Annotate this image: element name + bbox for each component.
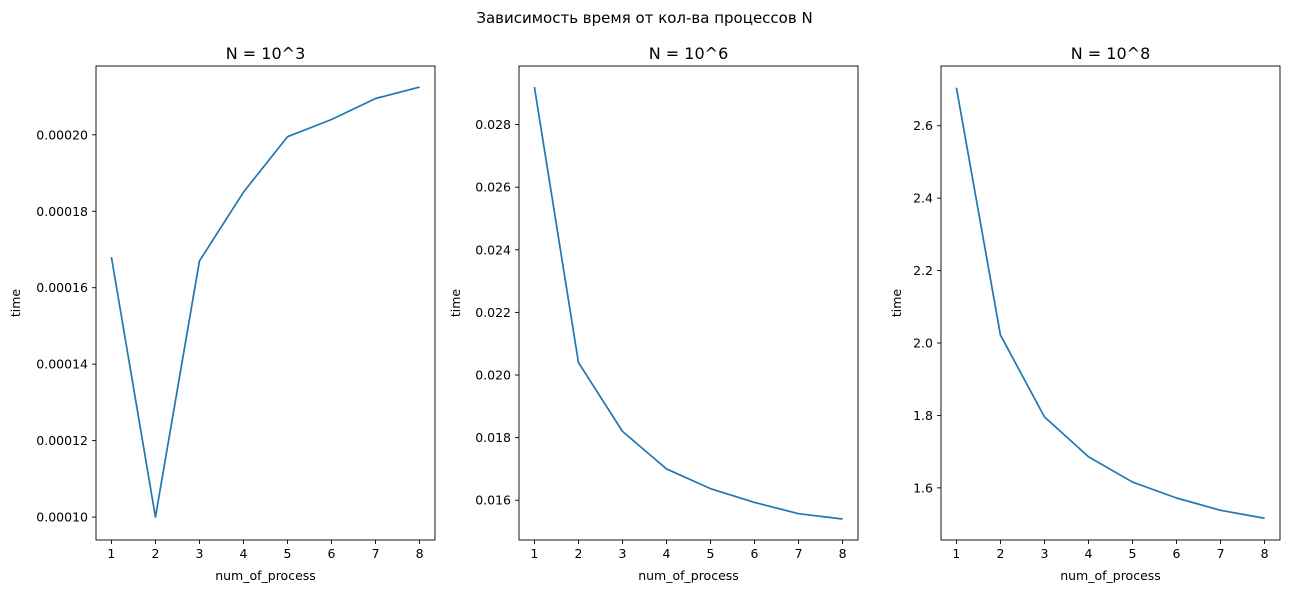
y-tick-label: 0.00012 — [36, 433, 88, 448]
y-axis-label: time — [8, 289, 23, 318]
x-tick-label: 4 — [240, 546, 248, 561]
y-tick-label: 0.00020 — [36, 127, 88, 142]
series-line — [110, 86, 420, 518]
x-tick-label: 6 — [751, 546, 759, 561]
x-tick-label: 8 — [839, 546, 847, 561]
y-axis-label: time — [448, 289, 463, 318]
y-axis-label: time — [889, 289, 904, 318]
x-tick-label: 1 — [107, 546, 115, 561]
subplot-1: N = 10^3 1 2 3 4 5 6 7 8 0.00010 0.00012 0.00014 0.0… — [8, 44, 436, 583]
x-tick-label: 2 — [996, 546, 1004, 561]
y-tick-label: 0.00018 — [36, 204, 88, 219]
x-tick-label: 6 — [328, 546, 336, 561]
x-tick-label: 2 — [574, 546, 582, 561]
x-tick-label: 7 — [795, 546, 803, 561]
y-tick-label: 0.024 — [475, 242, 511, 257]
y-tick-label: 0.00010 — [36, 510, 88, 525]
y-tick-label: 0.00016 — [36, 280, 88, 295]
x-tick-label: 7 — [1217, 546, 1225, 561]
x-tick-label: 3 — [1040, 546, 1048, 561]
x-tick-label: 3 — [195, 546, 203, 561]
subplot-title: N = 10^8 — [1071, 44, 1151, 63]
x-axis-label: num_of_process — [1060, 568, 1161, 583]
subplots: N = 10^3 1 2 3 4 5 6 7 8 0.00010 0.00012 0.00014 0.0… — [8, 44, 1281, 583]
y-tick-label: 1.6 — [913, 480, 933, 495]
series-line — [533, 86, 843, 520]
series-line — [955, 87, 1265, 520]
y-tick-label: 2.4 — [913, 191, 933, 206]
subplot-3: N = 10^8 1 2 3 4 5 6 7 8 1.6 1.8 2.0 2.2 2.4 2.6 num_of… — [889, 44, 1281, 583]
x-axis-label: num_of_process — [215, 568, 316, 583]
x-tick-label: 1 — [530, 546, 538, 561]
x-tick-label: 4 — [663, 546, 671, 561]
x-tick-label: 8 — [416, 546, 424, 561]
subplot-2: N = 10^6 1 2 3 4 5 6 7 8 0.016 0.018 0.020 0.022 0.02… — [448, 44, 859, 583]
y-tick-label: 0.00014 — [36, 357, 88, 372]
y-tick-label: 2.6 — [913, 118, 933, 133]
axes-frame — [95, 65, 436, 541]
axes-frame — [518, 65, 859, 541]
subplot-title: N = 10^3 — [226, 44, 306, 63]
y-tick-label: 0.020 — [475, 368, 511, 383]
x-axis-label: num_of_process — [638, 568, 739, 583]
x-tick-label: 5 — [284, 546, 292, 561]
x-tick-label: 7 — [372, 546, 380, 561]
subplot-title: N = 10^6 — [649, 44, 729, 63]
x-tick-label: 5 — [707, 546, 715, 561]
y-tick-label: 0.016 — [475, 493, 511, 508]
x-tick-label: 3 — [618, 546, 626, 561]
x-tick-label: 2 — [151, 546, 159, 561]
y-tick-label: 0.022 — [475, 305, 511, 320]
y-tick-label: 0.026 — [475, 180, 511, 195]
x-tick-label: 8 — [1261, 546, 1269, 561]
axes-frame — [940, 65, 1281, 541]
y-tick-label: 0.028 — [475, 117, 511, 132]
y-tick-label: 2.0 — [913, 336, 933, 351]
x-tick-label: 5 — [1129, 546, 1137, 561]
x-tick-label: 1 — [952, 546, 960, 561]
x-tick-label: 4 — [1085, 546, 1093, 561]
figure-title: Зависимость время от кол-ва процессов N — [476, 9, 812, 27]
y-tick-label: 0.018 — [475, 430, 511, 445]
x-tick-label: 6 — [1173, 546, 1181, 561]
y-tick-label: 2.2 — [913, 263, 933, 278]
y-tick-label: 1.8 — [913, 408, 933, 423]
